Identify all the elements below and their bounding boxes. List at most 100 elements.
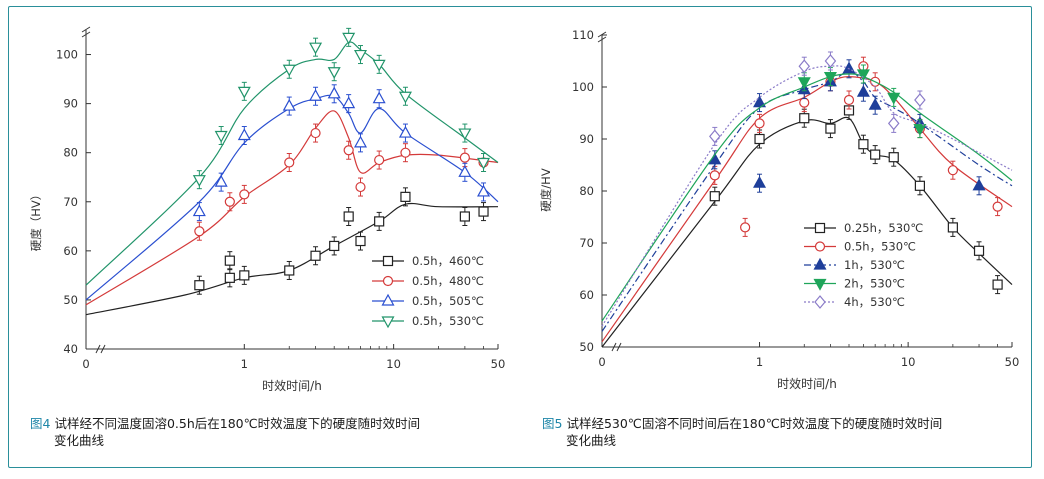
legend-label: 0.25h，530℃ <box>844 221 923 235</box>
data-point <box>824 54 837 68</box>
data-point <box>192 204 206 217</box>
data-point <box>327 86 341 99</box>
legend-marker <box>381 316 395 329</box>
data-point <box>342 96 356 109</box>
legend: 0.5h，460℃ 0.5h，480℃ 0.5h，505℃ 0.5h，530℃ <box>372 254 484 329</box>
data-point <box>740 222 751 233</box>
x-break-mark <box>616 342 622 352</box>
y-tick-label: 60 <box>579 288 594 302</box>
data-point <box>856 84 870 97</box>
data-point <box>372 91 386 104</box>
data-point <box>887 92 901 105</box>
data-point <box>194 280 205 291</box>
data-point <box>353 135 368 148</box>
data-point <box>355 181 366 193</box>
legend-label: 0.5h，480℃ <box>412 274 484 288</box>
series-curve <box>601 70 1013 332</box>
data-point <box>458 128 472 141</box>
y-tick-label: 100 <box>56 48 78 62</box>
data-point <box>224 272 235 283</box>
data-point <box>709 191 720 202</box>
data-point <box>284 157 295 168</box>
data-point <box>888 152 899 163</box>
legend-marker <box>814 222 826 234</box>
data-point <box>887 116 900 131</box>
x-tick-label: 1 <box>241 357 248 371</box>
y-break-mark <box>81 31 91 38</box>
series-3 <box>601 64 1013 322</box>
data-point <box>709 129 721 144</box>
x-tick-label: 0 <box>82 357 89 371</box>
x-tick-label: 10 <box>901 355 916 369</box>
legend: 0.25h，530℃ 0.5h，530℃ 1h，530℃ 2h，530℃ 4h，530℃ <box>804 221 923 309</box>
data-point <box>239 189 250 200</box>
caption-fig4-line1: 试样经不同温度固溶0.5h后在180℃时效温度下的硬度随时效时间 <box>54 416 421 431</box>
data-point <box>709 170 720 181</box>
caption-fig4-line2: 变化曲线 <box>54 433 105 448</box>
data-point <box>214 174 228 187</box>
data-point <box>309 42 323 55</box>
data-point <box>327 67 341 79</box>
data-point <box>459 211 470 222</box>
data-point <box>224 255 235 266</box>
y-tick-label: 60 <box>63 244 78 258</box>
y-break-mark <box>81 26 91 33</box>
legend-marker <box>814 295 826 309</box>
caption-fig5: 图5 试样经530℃固溶不同时间后在180℃时效温度下的硬度随时效时间 变化曲线 <box>542 415 1022 449</box>
y-tick-label: 40 <box>63 342 78 356</box>
data-point <box>282 64 296 77</box>
caption-fig5-line1: 试样经530℃固溶不同时间后在180℃时效温度下的硬度随时效时间 <box>566 416 943 431</box>
data-point <box>398 125 412 138</box>
x-break-mark <box>95 344 101 354</box>
series-0 <box>601 100 1013 348</box>
data-point <box>858 139 869 150</box>
y-break-mark <box>597 36 607 43</box>
x-break-mark <box>611 342 617 352</box>
data-point <box>797 77 811 90</box>
data-point <box>753 175 767 188</box>
series-0 <box>85 187 499 316</box>
legend-label: 0.5h，530℃ <box>844 240 916 254</box>
data-point <box>398 91 412 104</box>
caption-fig4: 图4 试样经不同温度固溶0.5h后在180℃时效温度下的硬度随时效时间 变化曲线 <box>30 415 510 449</box>
data-point <box>282 98 296 111</box>
data-point <box>992 279 1003 290</box>
legend-marker <box>382 255 394 267</box>
y-tick-label: 90 <box>63 97 78 111</box>
data-point <box>353 49 368 62</box>
data-point <box>753 95 767 108</box>
y-tick-label: 50 <box>579 340 594 354</box>
x-tick-label: 10 <box>386 357 401 371</box>
axes: 40 50 60 70 80 90 100 0 1 10 50 时效时间/h 硬度（HV） <box>29 26 505 393</box>
data-point <box>799 97 810 108</box>
data-point <box>972 178 986 191</box>
data-point <box>843 94 855 106</box>
series-1 <box>601 56 1013 343</box>
data-point <box>343 211 354 222</box>
data-point <box>825 123 836 134</box>
legend-label: 2h，530℃ <box>844 277 905 291</box>
data-point <box>868 97 882 110</box>
data-point <box>799 113 810 124</box>
data-point <box>477 184 491 197</box>
legend-label: 0.5h，460℃ <box>412 254 484 268</box>
legend-marker <box>813 278 827 291</box>
y-tick-label: 90 <box>579 132 594 146</box>
data-point <box>224 196 235 207</box>
x-tick-label: 1 <box>756 355 763 369</box>
data-point <box>310 250 321 261</box>
data-point <box>374 154 385 166</box>
y-tick-label: 70 <box>63 195 78 209</box>
x-tick-label: 50 <box>1005 355 1020 369</box>
data-point <box>913 123 927 136</box>
series-1 <box>85 110 499 306</box>
series-4 <box>601 51 1013 327</box>
data-point <box>400 191 411 202</box>
series-curve <box>601 73 1013 322</box>
x-tick-label: 0 <box>598 355 605 369</box>
data-point <box>754 133 765 145</box>
data-point <box>329 240 340 252</box>
data-point <box>400 147 411 158</box>
data-point <box>823 71 837 84</box>
